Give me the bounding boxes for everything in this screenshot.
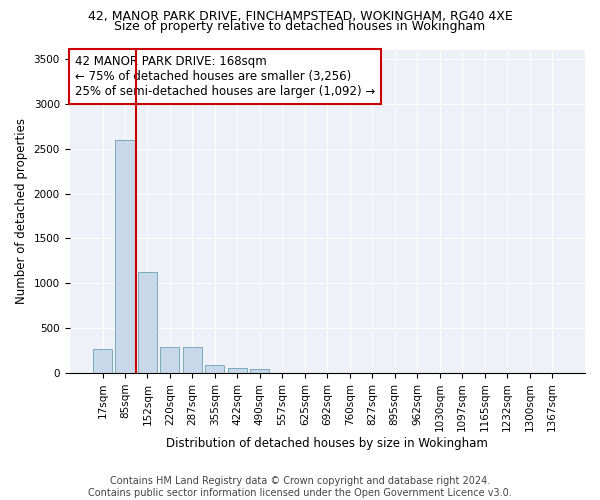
Bar bbox=[93, 348, 112, 373]
Text: Size of property relative to detached houses in Wokingham: Size of property relative to detached ho… bbox=[115, 20, 485, 33]
Text: Contains HM Land Registry data © Crown copyright and database right 2024.
Contai: Contains HM Land Registry data © Crown c… bbox=[88, 476, 512, 498]
Bar bbox=[205, 365, 224, 373]
Text: 42 MANOR PARK DRIVE: 168sqm
← 75% of detached houses are smaller (3,256)
25% of : 42 MANOR PARK DRIVE: 168sqm ← 75% of det… bbox=[74, 55, 375, 98]
Bar bbox=[160, 347, 179, 373]
Bar bbox=[250, 369, 269, 373]
X-axis label: Distribution of detached houses by size in Wokingham: Distribution of detached houses by size … bbox=[166, 437, 488, 450]
Text: 42, MANOR PARK DRIVE, FINCHAMPSTEAD, WOKINGHAM, RG40 4XE: 42, MANOR PARK DRIVE, FINCHAMPSTEAD, WOK… bbox=[88, 10, 512, 23]
Bar bbox=[115, 140, 134, 373]
Bar bbox=[228, 368, 247, 373]
Bar bbox=[183, 347, 202, 373]
Y-axis label: Number of detached properties: Number of detached properties bbox=[15, 118, 28, 304]
Bar bbox=[138, 272, 157, 373]
